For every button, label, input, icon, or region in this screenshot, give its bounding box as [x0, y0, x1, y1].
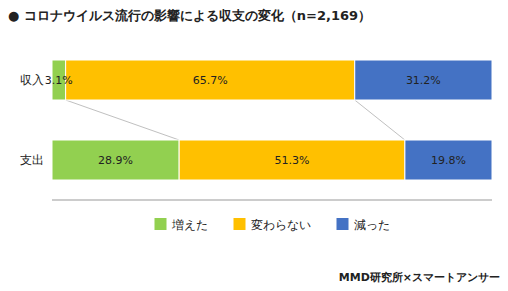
data-labels: 3.1% 65.7% 31.2% 28.9% 51.3% 19.8% [45, 74, 466, 167]
bar [405, 140, 492, 180]
legend-swatch [234, 218, 246, 230]
chart: ● コロナウイルス流行の影響による収支の変化（n=2,169） 3.1% 65.7%… [0, 0, 508, 291]
legend-swatch [155, 218, 167, 230]
data-label: 31.2% [406, 74, 441, 87]
legend-label: 変わらない [251, 218, 311, 232]
data-label: 3.1% [45, 74, 73, 87]
bar [52, 140, 179, 180]
data-label: 51.3% [275, 154, 310, 167]
annotation: MMD研究所×スマートアンサー [339, 271, 500, 284]
legend-label: 増えた [171, 218, 208, 232]
legend-item: 減った [337, 218, 390, 232]
bar [179, 140, 405, 180]
data-label: 19.8% [431, 154, 466, 167]
legend-item: 増えた [155, 218, 208, 232]
legend-item: 変わらない [234, 218, 311, 232]
connector [355, 100, 405, 140]
title: ● コロナウイルス流行の影響による収支の変化（n=2,169） [8, 8, 371, 23]
bars [52, 60, 492, 180]
data-label: 28.9% [98, 154, 133, 167]
x-axis [52, 200, 492, 201]
y-tick-label: 収入 [20, 73, 44, 87]
legend: 増えた 変わらない 減った [155, 218, 390, 232]
connectors [66, 100, 405, 140]
bar [355, 60, 492, 100]
connector [66, 100, 180, 140]
bar [66, 60, 355, 100]
legend-label: 減った [354, 218, 390, 232]
legend-swatch [337, 218, 349, 230]
data-label: 65.7% [193, 74, 228, 87]
y-tick-label: 支出 [20, 153, 44, 167]
